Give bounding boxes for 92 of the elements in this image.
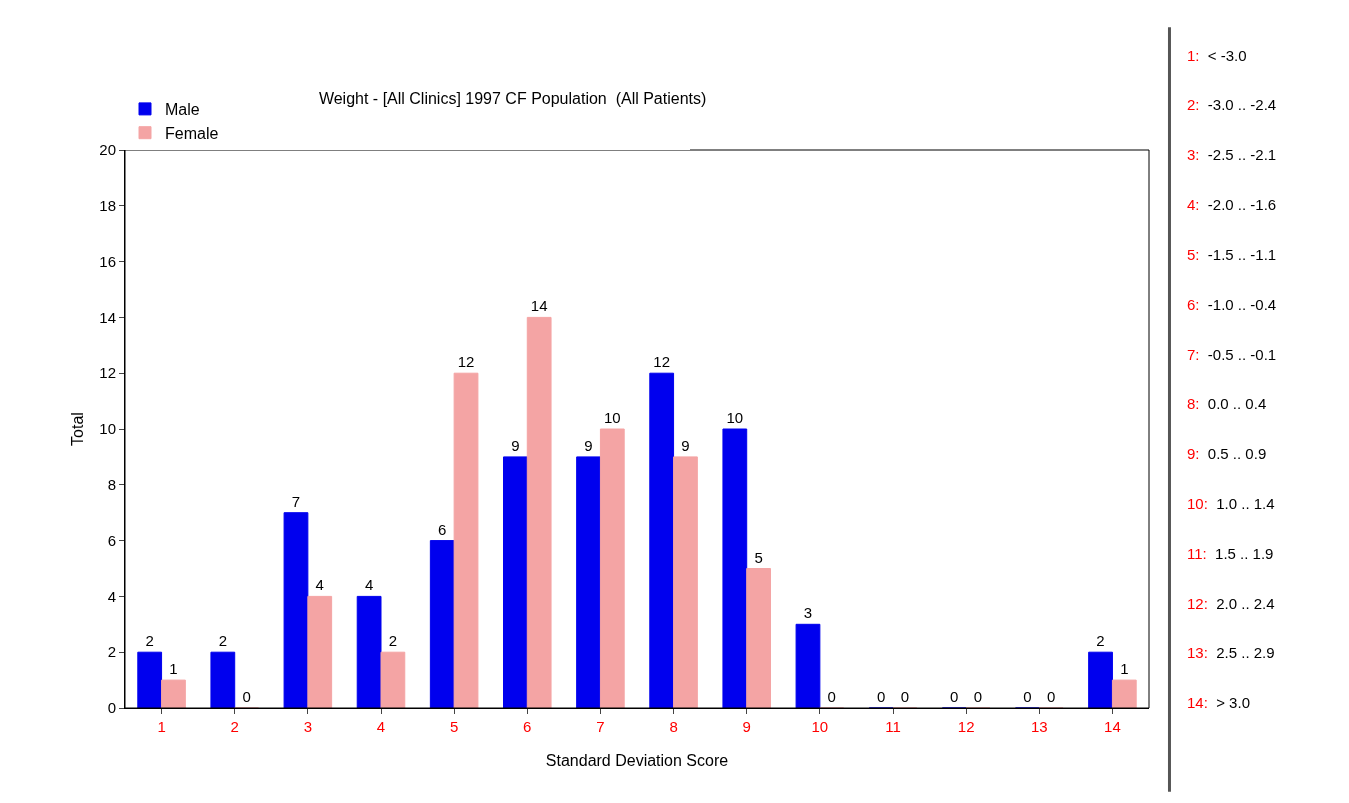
bar <box>356 595 382 708</box>
text: 1: < -3.0 <box>1187 47 1247 64</box>
data-label: 12 <box>653 353 671 371</box>
data-label: 0 <box>973 688 983 705</box>
data-label: 6 <box>438 520 447 538</box>
y-tick-label: 12 <box>99 364 116 382</box>
bar <box>1088 651 1113 708</box>
bar <box>380 651 406 708</box>
data-label: 0 <box>950 688 959 705</box>
data-label: 0 <box>1023 688 1032 705</box>
bar <box>161 679 186 708</box>
data-label: 2 <box>218 632 227 650</box>
text: 5: -1.5 .. -1.1 <box>1187 246 1277 263</box>
data-label: 14 <box>530 297 548 315</box>
x-tick-label: 6 <box>523 718 532 735</box>
text: 4: -2.0 .. -1.6 <box>1187 196 1277 213</box>
bar <box>503 456 528 708</box>
y-tick-label: 8 <box>107 476 116 494</box>
data-label: 9 <box>584 436 593 454</box>
y-tick-label: 0 <box>107 699 116 717</box>
data-label: 10 <box>726 409 744 426</box>
data-label: 7 <box>291 492 301 510</box>
x-tick-label: 8 <box>669 718 678 735</box>
text: 7: -0.5 .. -0.1 <box>1187 346 1277 363</box>
x-tick-label: 1 <box>157 718 166 735</box>
data-label: 1 <box>1120 660 1129 678</box>
text: 13: 2.5 .. 2.9 <box>1187 644 1275 661</box>
data-label: 4 <box>315 576 324 594</box>
y-tick-label: 10 <box>99 420 116 438</box>
x-tick-label: 10 <box>811 718 829 735</box>
x-tick-label: 9 <box>742 718 751 735</box>
y-tick-label: 20 <box>99 141 116 159</box>
y-tick-label: 14 <box>99 308 116 326</box>
y-tick-label: 16 <box>99 252 116 270</box>
data-label: 3 <box>803 604 813 622</box>
x-tick-label: 5 <box>449 718 459 735</box>
data-label: 2 <box>1096 632 1105 650</box>
text: 3: -2.5 .. -2.1 <box>1187 146 1277 163</box>
text: 11: 1.5 .. 1.9 <box>1187 545 1274 562</box>
data-label: 5 <box>754 548 763 566</box>
legend-label: Male <box>165 101 200 119</box>
data-label: 9 <box>681 436 690 454</box>
bar <box>210 651 236 708</box>
data-label: 9 <box>511 436 520 454</box>
data-label: 2 <box>388 632 398 650</box>
bar <box>307 595 333 708</box>
bar <box>722 428 748 708</box>
data-label: 4 <box>364 576 374 594</box>
bar <box>1111 679 1137 708</box>
y-tick-label: 6 <box>107 531 116 549</box>
data-label: 0 <box>876 688 886 705</box>
x-tick-label: 11 <box>885 718 901 735</box>
text: 2: -3.0 .. -2.4 <box>1187 96 1277 113</box>
bar <box>526 316 552 708</box>
bar <box>137 651 163 708</box>
bar <box>746 568 771 708</box>
chart-title: Weight - [All Clinics] 1997 CF Population (All Patients) <box>318 89 707 107</box>
text: 10: 1.0 .. 1.4 <box>1187 495 1275 512</box>
text: 14: > 3.0 <box>1187 694 1250 711</box>
bar <box>576 456 601 708</box>
text: 12: 2.0 .. 2.4 <box>1187 595 1275 612</box>
data-label: 0 <box>900 688 910 705</box>
x-axis-title: Standard Deviation Score <box>545 752 729 769</box>
bar <box>599 428 625 708</box>
bar <box>649 372 675 708</box>
text: 6: -1.0 .. -0.4 <box>1187 296 1277 313</box>
legend-label: Female <box>165 124 219 142</box>
text: 8: 0.0 .. 0.4 <box>1187 395 1267 412</box>
bar <box>453 372 479 708</box>
y-tick-label: 4 <box>107 587 116 605</box>
y-tick-label: 2 <box>107 643 116 661</box>
data-label: 0 <box>242 688 251 705</box>
bar <box>795 623 821 708</box>
text: 9: 0.5 .. 0.9 <box>1187 445 1267 462</box>
data-label: 1 <box>169 660 178 678</box>
data-label: 0 <box>1047 688 1056 705</box>
data-label: 10 <box>603 409 621 426</box>
data-label: 0 <box>827 688 836 705</box>
data-label: 12 <box>457 353 475 371</box>
x-tick-label: 7 <box>596 718 605 735</box>
data-label: 2 <box>145 632 154 650</box>
x-tick-label: 4 <box>376 718 386 735</box>
y-axis-title: Total <box>69 412 86 446</box>
x-tick-label: 14 <box>1104 718 1121 735</box>
x-tick-label: 12 <box>957 718 975 735</box>
bar <box>673 456 698 708</box>
x-tick-label: 3 <box>303 718 313 735</box>
x-tick-label: 13 <box>1030 718 1048 735</box>
y-tick-label: 18 <box>99 197 116 215</box>
bar <box>429 540 455 708</box>
bar <box>283 512 309 708</box>
x-tick-label: 2 <box>230 718 239 735</box>
